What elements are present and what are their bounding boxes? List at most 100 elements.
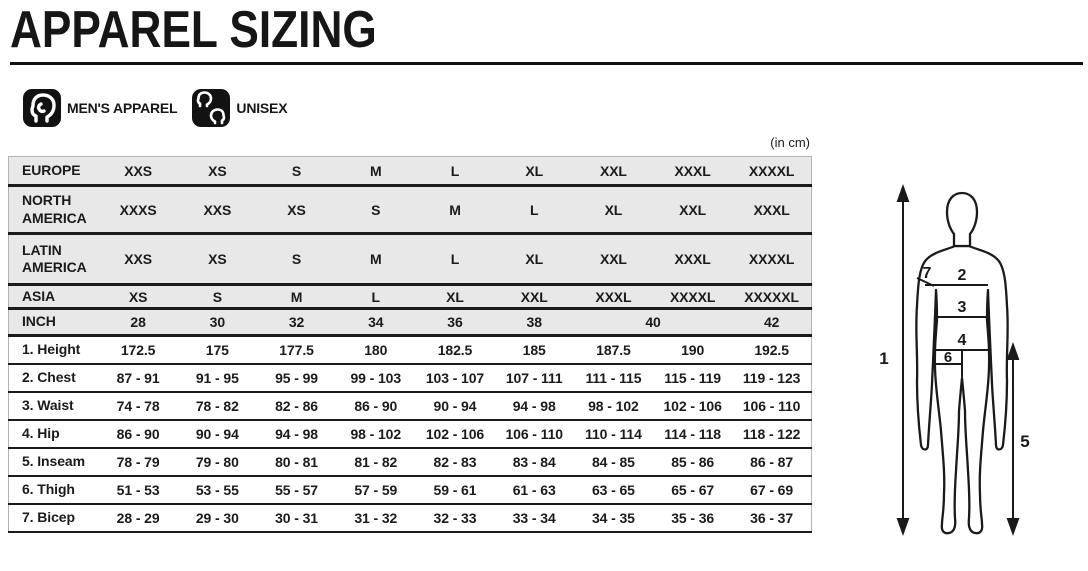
- size-cell: 34: [368, 314, 384, 330]
- size-cell: 115 - 119: [664, 369, 721, 386]
- size-cell: XXXL: [674, 162, 711, 179]
- height-arrow: [896, 184, 910, 536]
- size-cell: 51 - 53: [116, 481, 160, 498]
- size-cell: 78 - 82: [195, 397, 239, 414]
- size-cell: 86 - 90: [116, 425, 160, 442]
- table-row: INCH 28 30 32 34 36 38 40 42: [8, 308, 812, 336]
- size-cell: M: [290, 288, 303, 305]
- size-cell: L: [529, 201, 539, 218]
- size-cell: XXXL: [753, 201, 790, 218]
- size-cell: XL: [446, 288, 464, 305]
- size-cell: M: [369, 162, 382, 179]
- size-cell: XS: [208, 162, 227, 179]
- size-cell: XS: [287, 201, 306, 218]
- size-cell: 74 - 78: [116, 397, 160, 414]
- size-cell: 90 - 94: [195, 425, 239, 442]
- body-measurement-diagram: 1 7 2 3 4 6 5: [858, 156, 1088, 571]
- row-label: 4. Hip: [22, 424, 60, 441]
- size-cell: 102 - 106: [425, 425, 485, 442]
- size-cell: XXS: [124, 251, 152, 267]
- size-cell: 98 - 102: [350, 425, 402, 442]
- size-cell: 42: [763, 314, 780, 330]
- size-cell: 85 - 86: [671, 453, 715, 470]
- size-cell: S: [212, 288, 222, 305]
- legend-label: MEN'S APPAREL: [67, 100, 178, 116]
- size-cell: XXS: [124, 162, 152, 179]
- size-cell: 31 - 32: [354, 509, 398, 526]
- size-cell: XXXS: [119, 201, 157, 218]
- size-cell: 57 - 59: [354, 481, 398, 498]
- size-cell: XXXXL: [748, 251, 795, 267]
- size-cell: S: [371, 201, 381, 218]
- size-cell: XXXL: [674, 251, 711, 267]
- size-cell: 65 - 67: [671, 481, 715, 498]
- size-cell: 78 - 79: [116, 453, 160, 470]
- size-cell: 99 - 103: [350, 369, 402, 386]
- row-label: 3. Waist: [22, 396, 74, 413]
- table-row: 6. Thigh 51 - 53 53 - 55 55 - 57 57 - 59 59 -…: [8, 475, 812, 504]
- legend: MEN'S APPAREL UNISEX: [22, 88, 288, 128]
- figure-label-height: 1: [879, 349, 888, 368]
- figure-label-thigh: 6: [944, 349, 952, 366]
- size-cell: 81 - 82: [354, 453, 398, 470]
- figure-body-outline: [915, 244, 1009, 535]
- row-label: 7. Bicep: [22, 508, 75, 525]
- size-cell: XXS: [203, 201, 232, 218]
- unisex-two-heads-icon: [191, 88, 231, 128]
- size-cell: 82 - 86: [275, 397, 318, 414]
- size-cell: XXXL: [595, 288, 632, 305]
- size-cell: S: [291, 162, 302, 179]
- title-divider: [10, 62, 1083, 65]
- size-cell: 182.5: [437, 341, 473, 358]
- unit-note: (in cm): [770, 135, 810, 150]
- size-cell: 94 - 98: [275, 425, 318, 442]
- size-cell: 34 - 35: [591, 509, 635, 526]
- size-cell: M: [369, 251, 382, 267]
- size-cell: 63 - 65: [591, 481, 635, 498]
- figure-head-outline: [945, 191, 979, 248]
- size-cell: 91 - 95: [195, 369, 239, 386]
- page-title: APPAREL SIZING: [10, 1, 377, 59]
- sizing-table: EUROPE XXS XS S M L XL XXL XXXL XXXXL NORTH AMERIC…: [8, 156, 812, 533]
- size-cell: 30: [209, 314, 226, 330]
- size-cell: 32 - 33: [433, 509, 477, 526]
- table-row: ASIA XS S M L XL XXL XXXL XXXXL XXXXXL: [8, 284, 812, 309]
- row-label: INCH: [22, 313, 56, 330]
- size-cell: XL: [525, 251, 544, 267]
- size-cell: M: [449, 201, 461, 218]
- size-cell: 53 - 55: [195, 481, 239, 498]
- row-label: EUROPE: [22, 161, 81, 178]
- table-row: 5. Inseam 78 - 79 79 - 80 80 - 81 81 - 82 82 …: [8, 447, 812, 476]
- bicep-measure-line: [916, 277, 935, 287]
- size-cell: 177.5: [279, 341, 314, 358]
- figure-label-chest: 2: [958, 267, 967, 284]
- figure-label-hip: 4: [958, 332, 967, 349]
- row-label: 1. Height: [22, 341, 81, 357]
- row-label: 2. Chest: [22, 368, 76, 385]
- table-row: LATIN AMERICA XXS XS S M L XL XXL XXXL XXXXL: [8, 233, 812, 285]
- size-cell: 187.5: [596, 341, 631, 358]
- size-cell: 33 - 34: [512, 509, 556, 526]
- row-label: 5. Inseam: [22, 452, 85, 469]
- size-cell: 84 - 85: [591, 453, 635, 470]
- size-cell: XXL: [599, 162, 627, 179]
- size-cell: S: [291, 251, 302, 267]
- size-cell: L: [450, 251, 460, 267]
- size-cell: 28: [130, 314, 146, 330]
- size-cell: 192.5: [754, 341, 789, 358]
- size-cell: 111 - 115: [585, 369, 642, 386]
- size-cell: 95 - 99: [275, 369, 318, 386]
- table-row: NORTH AMERICA XXXS XXS XS S M L XL XXL XXXL: [8, 185, 812, 234]
- figure-label-bicep: 7: [923, 265, 932, 282]
- legend-label: UNISEX: [236, 100, 288, 116]
- size-cell: 36 - 37: [750, 509, 794, 526]
- row-label: ASIA: [22, 287, 56, 304]
- size-cell: XS: [208, 251, 227, 267]
- size-cell: XXL: [679, 201, 707, 218]
- table-row: 4. Hip 86 - 90 90 - 94 94 - 98 98 - 102 102 -…: [8, 419, 812, 448]
- size-cell: 29 - 30: [195, 509, 239, 526]
- size-cell: 90 - 94: [433, 397, 477, 414]
- table-row: 7. Bicep 28 - 29 29 - 30 30 - 31 31 - 32 32 -…: [8, 503, 812, 532]
- size-cell: 175: [205, 341, 229, 358]
- size-cell: L: [450, 162, 460, 179]
